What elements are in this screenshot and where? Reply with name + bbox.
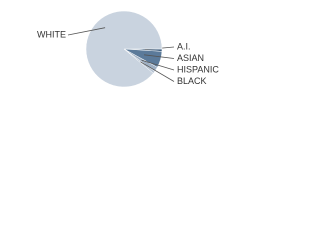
leader-line	[144, 54, 175, 59]
leader-line	[140, 61, 175, 82]
leader-line	[67, 27, 106, 36]
slice-label: A.I.	[177, 41, 191, 51]
leader-line	[141, 59, 175, 71]
slice-label: ASIAN	[177, 53, 204, 63]
slice-label: HISPANIC	[177, 64, 219, 74]
slice-label: BLACK	[177, 76, 207, 86]
pie-slice	[85, 10, 163, 88]
slice-label: WHITE	[37, 29, 66, 39]
